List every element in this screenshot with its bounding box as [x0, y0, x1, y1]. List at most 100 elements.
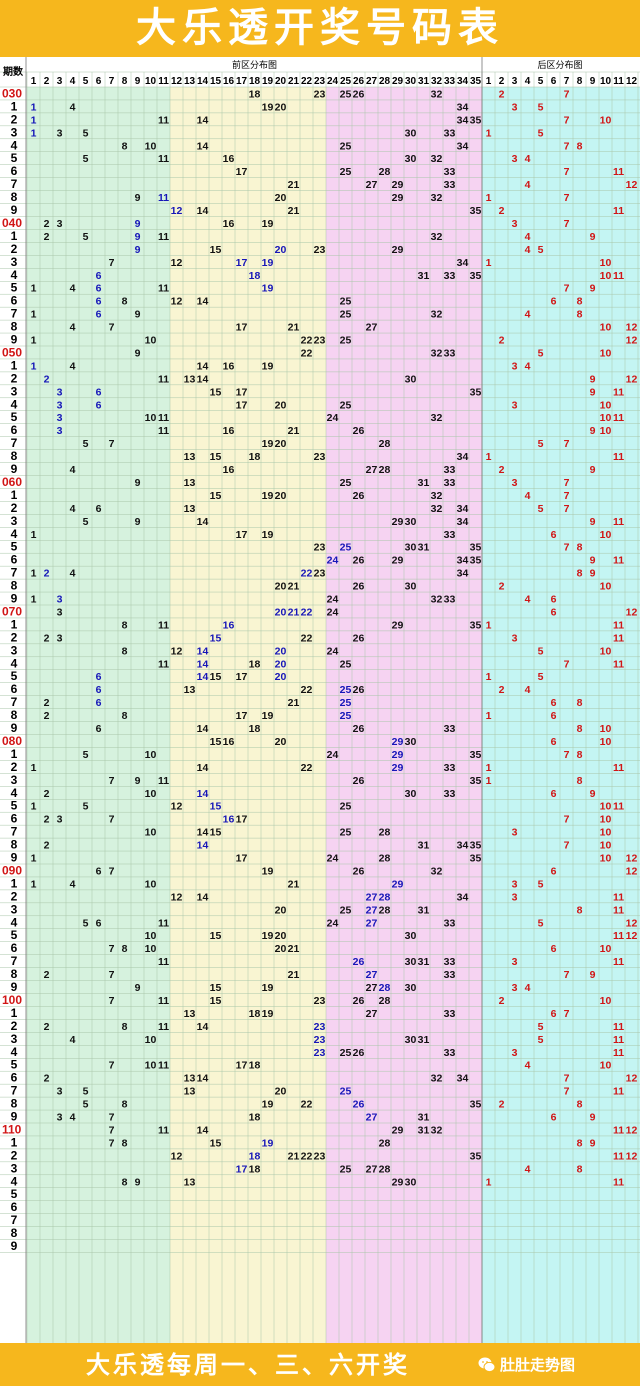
back-number-mark: 4: [525, 309, 531, 321]
period-label: 4: [11, 138, 18, 152]
back-column-header: 12: [626, 76, 638, 87]
front-column-header: 23: [314, 76, 326, 87]
period-label: 3: [11, 643, 18, 657]
front-number-mark: 34: [457, 555, 469, 567]
back-number-mark: 11: [613, 1150, 624, 1162]
front-column-header: 5: [83, 76, 89, 87]
front-number-mark: 17: [236, 1060, 248, 1072]
front-number-mark: 23: [314, 1047, 326, 1059]
front-number-mark: 5: [83, 231, 89, 243]
back-number-mark: 7: [564, 140, 570, 152]
back-number-mark: 5: [538, 671, 544, 683]
front-column-header: 26: [353, 76, 365, 87]
front-number-mark: 17: [236, 257, 248, 269]
front-number-mark: 3: [57, 399, 63, 411]
front-number-mark: 32: [431, 503, 443, 515]
period-label: 2: [11, 760, 18, 774]
period-label: 5: [11, 799, 18, 813]
front-number-mark: 10: [145, 930, 157, 942]
front-number-mark: 20: [275, 606, 287, 618]
front-number-mark: 6: [96, 503, 102, 515]
front-number-mark: 25: [340, 1163, 352, 1175]
front-number-mark: 29: [392, 192, 404, 204]
period-label: 8: [11, 190, 18, 204]
front-number-mark: 9: [135, 982, 141, 994]
back-number-mark: 8: [577, 723, 583, 735]
back-number-mark: 1: [486, 127, 492, 139]
front-number-mark: 31: [418, 1124, 430, 1136]
front-column-header: 20: [275, 76, 287, 87]
front-number-mark: 20: [275, 943, 287, 955]
period-label: 6: [11, 1200, 18, 1214]
front-number-mark: 10: [145, 335, 157, 347]
lottery-distribution-table: 期数 前区分布图 后区分布图 1 2 3 4 5 6 7 8 9 10 11 12 13 14 15 16 17 18 1…: [0, 57, 640, 1343]
back-number-mark: 8: [577, 775, 583, 787]
period-label: 8: [11, 449, 18, 463]
period-label: 100: [2, 993, 22, 1007]
back-number-mark: 4: [525, 594, 531, 606]
front-column-header: 17: [236, 76, 248, 87]
front-number-mark: 33: [444, 529, 456, 541]
front-number-mark: 25: [340, 399, 352, 411]
front-number-mark: 19: [262, 1008, 274, 1020]
front-number-mark: 18: [249, 723, 261, 735]
back-number-mark: 12: [626, 917, 638, 929]
front-number-mark: 19: [262, 1137, 274, 1149]
front-number-mark: 27: [366, 891, 378, 903]
front-number-mark: 33: [444, 347, 456, 359]
front-number-mark: 29: [392, 878, 404, 890]
front-number-mark: 29: [392, 736, 404, 748]
brand-label: 肚肚走势图: [478, 1355, 575, 1375]
front-number-mark: 21: [288, 205, 300, 217]
front-number-mark: 33: [444, 594, 456, 606]
back-number-mark: 3: [512, 399, 518, 411]
back-number-mark: 11: [613, 801, 624, 813]
front-number-mark: 1: [31, 114, 37, 126]
back-number-mark: 2: [499, 335, 505, 347]
front-number-mark: 22: [301, 684, 313, 696]
front-number-mark: 30: [405, 153, 417, 165]
front-number-mark: 25: [340, 904, 352, 916]
back-number-mark: 1: [486, 451, 492, 463]
front-number-mark: 14: [197, 1124, 209, 1136]
period-label: 9: [11, 1110, 18, 1124]
back-number-mark: 11: [613, 555, 624, 567]
period-label: 3: [11, 902, 18, 916]
front-number-mark: 24: [327, 555, 339, 567]
front-number-mark: 26: [353, 865, 365, 877]
front-number-mark: 1: [31, 853, 37, 865]
front-column-header: 9: [135, 76, 141, 87]
front-number-mark: 28: [379, 464, 391, 476]
period-label: 3: [11, 125, 18, 139]
front-number-mark: 30: [405, 127, 417, 139]
back-number-mark: 4: [525, 153, 531, 165]
period-label: 110: [2, 1122, 22, 1136]
front-number-mark: 28: [379, 891, 391, 903]
front-number-mark: 11: [158, 1060, 169, 1072]
front-number-mark: 33: [444, 464, 456, 476]
front-number-mark: 12: [171, 645, 183, 657]
front-number-mark: 11: [158, 1124, 169, 1136]
front-number-mark: 16: [223, 360, 235, 372]
front-number-mark: 7: [109, 1060, 115, 1072]
front-number-mark: 31: [418, 904, 430, 916]
front-number-mark: 2: [44, 969, 50, 981]
front-number-mark: 35: [470, 386, 482, 398]
front-number-mark: 12: [171, 257, 183, 269]
period-label: 9: [11, 462, 18, 476]
front-number-mark: 25: [340, 477, 352, 489]
front-number-mark: 17: [236, 322, 248, 334]
front-number-mark: 34: [457, 840, 469, 852]
front-number-mark: 25: [340, 296, 352, 308]
back-number-mark: 11: [613, 1176, 624, 1188]
front-number-mark: 7: [109, 943, 115, 955]
front-number-mark: 21: [288, 697, 300, 709]
front-number-mark: 30: [405, 956, 417, 968]
front-number-mark: 4: [70, 1112, 76, 1124]
period-label: 7: [11, 566, 18, 580]
period-label: 5: [11, 410, 18, 424]
period-label: 5: [11, 281, 18, 295]
front-column-header: 29: [392, 76, 404, 87]
front-number-mark: 20: [275, 1086, 287, 1098]
front-number-mark: 32: [431, 347, 443, 359]
